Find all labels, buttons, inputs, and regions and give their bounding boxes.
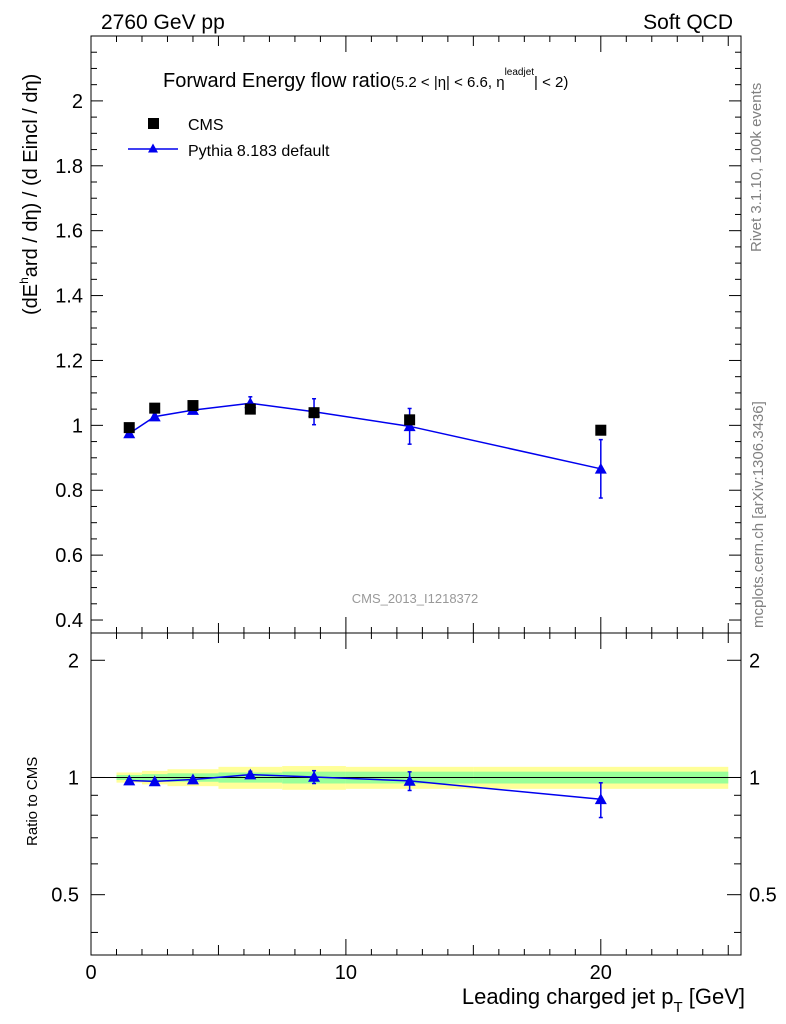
ratio-panel: 0 10 20 0.5 0.5 1 1 2 2 [51,632,777,984]
header-energy-label: 2760 GeV pp [101,11,225,34]
pythia-data-point [594,462,607,474]
main-y-axis-label-b: ard / dη) / (d Eincl / dη) [20,74,42,277]
ratio-y-tick-label-right: 0.5 [749,885,777,907]
main-panel: 0.4 0.6 0.8 1 1.2 1.4 1.6 1.8 2 [55,35,742,649]
y-tick-label: 2 [72,91,83,113]
x-tick-label: 10 [335,962,357,984]
pythia-data-point [148,410,161,422]
legend-cms-label: CMS [188,117,224,134]
ratio-data-point [148,775,161,787]
chart-title-cut-sup: leadjet [505,67,535,78]
ratio-y-tick-label-left: 1 [68,767,79,789]
ratio-y-tick-label-right: 2 [749,650,760,672]
y-tick-label: 0.6 [55,545,83,567]
analysis-id-label: CMS_2013_I1218372 [352,591,479,606]
main-y-axis-label-sup: h [17,277,31,284]
cms-data-point [123,422,135,434]
legend: CMS Pythia 8.183 default [128,117,330,160]
pythia-data-point [403,420,416,432]
ratio-y-tick-label-left: 2 [68,650,79,672]
ratio-y-tick-label-left: 0.5 [51,885,79,907]
ratio-y-tick-label-right: 1 [749,767,760,789]
chart-title: Forward Energy flow ratio(5.2 < |η| < 6.… [163,67,568,92]
pythia-series-line [128,402,601,470]
ratio-data-point [244,768,257,780]
chart-title-main: Forward Energy flow ratio [163,70,391,92]
y-tick-label: 1.6 [55,221,83,243]
cms-data-point [308,407,320,419]
ratio-data-point [308,770,321,782]
legend-pythia-label: Pythia 8.183 default [188,143,330,160]
main-y-axis-label-a: (dE [20,284,42,315]
y-tick-label: 0.4 [55,610,83,632]
cms-data-point [187,400,199,412]
y-tick-label: 1.8 [55,156,83,178]
x-axis-label-main: Leading charged jet p [462,984,674,1009]
x-tick-label: 0 [85,962,96,984]
cms-data-point [404,414,416,426]
y-tick-label: 0.8 [55,480,83,502]
ratio-y-axis-label: Ratio to CMS [24,757,41,846]
y-tick-label: 1 [72,415,83,437]
legend-cms-marker [148,118,159,129]
main-y-axis-label: (dEhard / dη) / (d Eincl / dη) [17,74,42,315]
ratio-data-point [186,773,199,785]
ratio-data-point [123,774,136,786]
ratio-plot-frame [90,632,742,956]
ratio-data-point [403,774,416,786]
mcplots-source-label: mcplots.cern.ch [arXiv:1306.3436] [750,401,767,628]
cms-data-point [595,424,607,436]
x-axis-label-sub: T [673,999,682,1016]
header-category-label: Soft QCD [643,11,733,34]
cms-data-point [244,403,256,415]
legend-pythia-marker [148,143,158,153]
cms-data-point [149,402,161,414]
x-axis-label-unit: [GeV] [683,984,745,1009]
chart-title-cut-end: | < 2) [534,74,568,91]
rivet-version-label: Rivet 3.1.10, 100k events [748,83,765,252]
x-axis-label: Leading charged jet pT [GeV] [462,984,745,1016]
chart-title-cut: (5.2 < |η| < 6.6, η [391,74,505,91]
y-tick-label: 1.2 [55,350,83,372]
y-tick-label: 1.4 [55,286,83,308]
x-tick-label: 20 [590,962,612,984]
ratio-data-point [594,793,607,805]
